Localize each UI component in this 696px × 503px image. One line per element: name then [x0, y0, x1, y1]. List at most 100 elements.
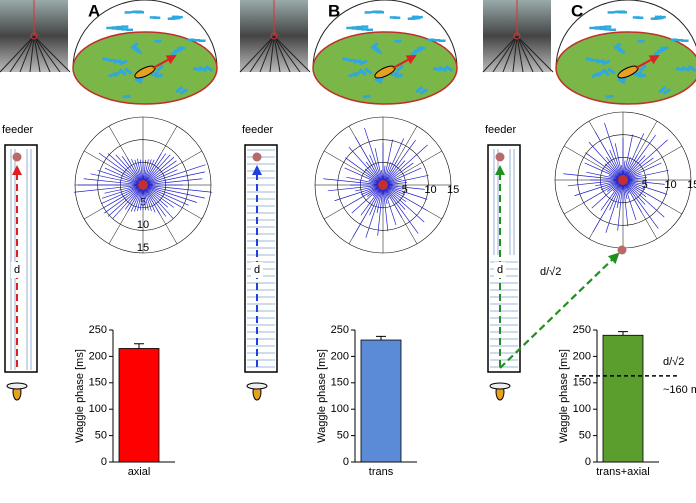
polar-ray — [142, 171, 205, 186]
pattern-dash — [108, 71, 117, 78]
pattern-dash — [156, 64, 164, 72]
pattern-dash — [179, 88, 188, 95]
polar-ray — [382, 160, 406, 186]
polar-ray — [121, 156, 144, 186]
polar-ray — [344, 167, 384, 186]
polar-ray — [374, 148, 384, 186]
photo-stripe — [29, 35, 35, 73]
polar-ray — [600, 179, 624, 211]
polar-ray — [584, 162, 624, 181]
pattern-dash — [675, 66, 685, 72]
photo-stripe — [516, 35, 524, 73]
y-tick-label: 250 — [331, 324, 349, 336]
polar-ray — [622, 169, 669, 181]
pattern-dash — [198, 65, 208, 72]
pattern-dash — [192, 66, 202, 72]
photo-stripe — [516, 35, 534, 73]
pattern-dash — [432, 66, 442, 72]
pattern-dash — [134, 77, 143, 84]
photo-dot — [513, 32, 521, 40]
polar-ray — [622, 134, 634, 181]
polar-ray — [614, 143, 624, 181]
pattern-dash — [353, 70, 362, 78]
pattern-dash — [433, 38, 441, 42]
pattern-dash — [601, 59, 611, 66]
pattern-dash — [119, 68, 127, 77]
error-bar — [376, 335, 386, 341]
pattern-dash — [171, 15, 179, 19]
photo-stripe — [502, 35, 518, 73]
polar-ray — [142, 160, 177, 186]
polar-ray — [142, 184, 168, 208]
polar-tick-label: 5 — [642, 179, 648, 191]
pattern-dash — [604, 25, 612, 28]
pattern-dash — [609, 28, 617, 32]
pattern-dash — [658, 15, 666, 19]
y-tick-label: 250 — [89, 324, 107, 336]
pattern-dash — [374, 10, 382, 13]
pattern-dash — [116, 25, 124, 29]
feeder-label: feeder — [242, 124, 274, 136]
polar-ray — [382, 138, 405, 186]
photo-stripe — [516, 35, 554, 73]
polar-ray — [354, 136, 384, 186]
photo-stripe — [273, 35, 301, 73]
polar-ray — [382, 184, 389, 232]
pattern-dash — [639, 64, 647, 72]
polar-center — [618, 175, 628, 185]
polar-ray — [382, 184, 397, 226]
polar-ray — [609, 179, 624, 211]
pattern-dash — [364, 11, 372, 14]
photo-stripe — [33, 35, 61, 73]
y-tick-label: 100 — [89, 403, 107, 415]
pattern-dash — [359, 68, 367, 77]
polar-ray — [617, 179, 624, 231]
photo-stripe — [273, 35, 281, 73]
polar-ray — [142, 164, 178, 186]
polar-ray — [622, 133, 645, 181]
polar-ray — [142, 184, 189, 206]
photo-dot — [270, 32, 278, 40]
x-tick-label: trans — [369, 466, 394, 478]
pattern-dash — [346, 26, 354, 30]
photo-stripe — [492, 35, 518, 73]
polar-ray — [73, 184, 144, 193]
pattern-dash — [170, 49, 179, 56]
pattern-dash — [122, 94, 131, 99]
polar-ray — [369, 154, 384, 186]
polar-ray — [604, 122, 624, 181]
polar-ray — [90, 173, 144, 186]
y-tick-label: 0 — [585, 456, 591, 468]
pattern-dash — [150, 70, 160, 77]
pattern-dash — [394, 73, 403, 78]
polar-ray — [364, 127, 384, 186]
polar-ray — [104, 184, 144, 214]
y-tick-label: 150 — [573, 377, 591, 389]
polar-ray — [574, 179, 624, 197]
polar-ray — [142, 184, 175, 208]
polar-ray — [382, 174, 429, 186]
polar-ray — [142, 184, 174, 219]
photo-stripe — [9, 35, 35, 73]
polar-center — [378, 180, 388, 190]
direction-arrow — [392, 55, 417, 69]
direction-arrow — [635, 55, 660, 69]
pattern-dash — [149, 16, 157, 19]
label-bg — [494, 262, 506, 278]
bee-wings — [6, 382, 28, 390]
polar-ray — [622, 134, 656, 181]
pattern-dash — [410, 49, 419, 56]
polar-ray — [382, 184, 406, 210]
pattern-dash — [356, 25, 364, 29]
polar-tick-label: 15 — [447, 184, 459, 196]
polar-ray — [351, 184, 384, 214]
polar-ray — [365, 184, 384, 238]
pattern-dash — [427, 38, 435, 41]
pattern-dash — [650, 17, 658, 20]
photo-stripe — [19, 35, 35, 73]
pattern-dash — [113, 70, 122, 78]
polar-ray — [101, 184, 144, 210]
feeder-dot — [12, 152, 22, 162]
polar-ray — [622, 179, 668, 206]
photo-stripe — [0, 35, 35, 73]
